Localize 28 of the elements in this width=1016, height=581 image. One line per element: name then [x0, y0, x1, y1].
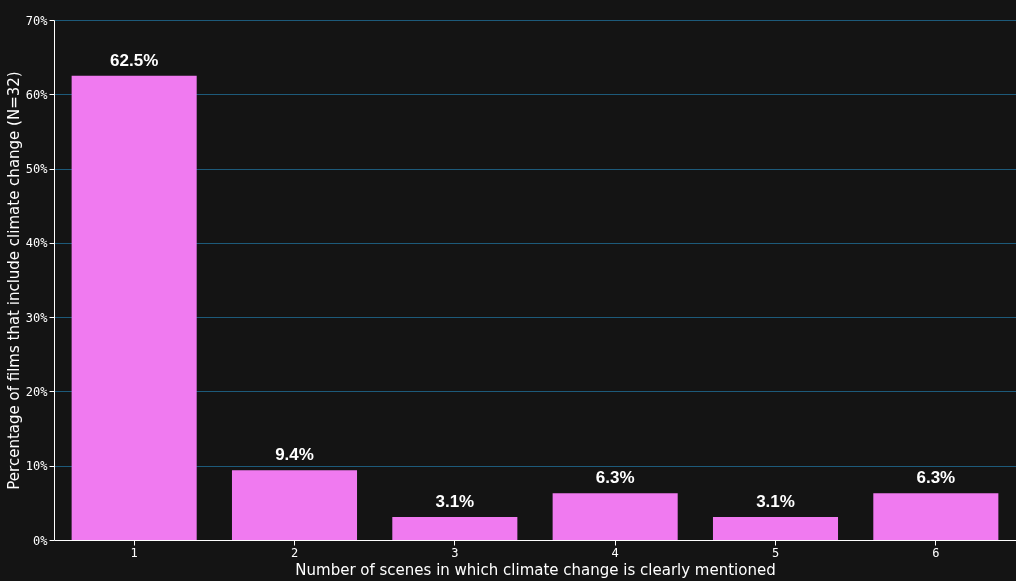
- bar: [231, 470, 358, 540]
- y-tick-label: 0%: [33, 533, 49, 548]
- y-tick-label: 60%: [25, 87, 49, 102]
- y-tick-label: 50%: [25, 162, 49, 177]
- data-label: 62.5%: [110, 50, 159, 70]
- x-tick-label: 2: [290, 545, 299, 560]
- data-label: 6.3%: [595, 468, 635, 488]
- y-tick-label: 40%: [25, 236, 49, 251]
- x-tick-label: 6: [932, 545, 940, 560]
- bar: [552, 493, 678, 540]
- bar: [71, 75, 197, 540]
- data-label: 3.1%: [756, 491, 795, 511]
- y-tick-label: 30%: [25, 310, 49, 325]
- data-label: 9.4%: [275, 445, 314, 465]
- bar: [712, 516, 839, 540]
- x-tick-label: 3: [451, 545, 459, 560]
- data-label: 3.1%: [435, 491, 475, 511]
- x-tick-label: 4: [611, 545, 619, 560]
- bar: [392, 516, 518, 540]
- data-label: 6.3%: [916, 468, 956, 488]
- bar: [873, 493, 999, 540]
- y-tick-label: 20%: [25, 384, 49, 399]
- x-tick-label: 1: [130, 545, 138, 560]
- x-tick-label: 5: [771, 545, 780, 560]
- y-tick-label: 10%: [25, 459, 49, 474]
- x-axis-title: Number of scenes in which climate change is clearly mentioned: [295, 560, 776, 579]
- y-tick-label: 70%: [25, 13, 49, 28]
- y-axis-title: Percentage of films that include climate change (N=32): [4, 71, 23, 490]
